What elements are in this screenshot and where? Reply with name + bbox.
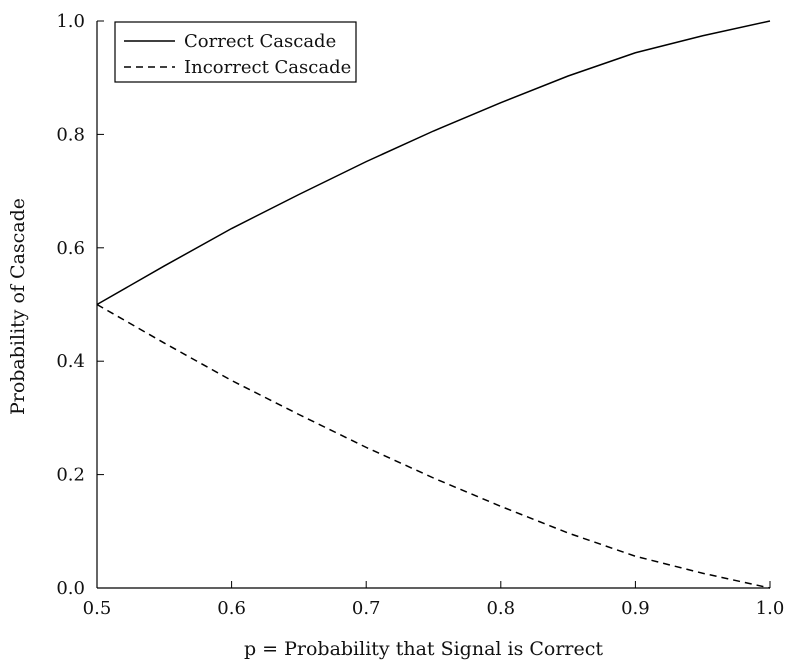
series-line-incorrect-cascade — [96, 303, 771, 589]
y-tick-label: 0.4 — [56, 351, 85, 372]
legend-box — [114, 21, 357, 83]
x-tick-label: 0.9 — [621, 598, 650, 619]
y-tick-label: 1.0 — [56, 11, 85, 32]
y-tick-label: 0.2 — [56, 465, 85, 486]
x-tick-label: 1.0 — [756, 598, 785, 619]
series-layer — [96, 20, 771, 589]
x-tick-label: 0.6 — [217, 598, 246, 619]
x-tick-label: 0.7 — [352, 598, 381, 619]
legend: Correct Cascade Incorrect Cascade — [114, 21, 357, 83]
x-axis-title: p = Probability that Signal is Correct — [244, 638, 603, 660]
axes: 0.5 0.6 0.7 0.8 0.9 1.0 0.0 0.2 0.4 0.6 0.8 1.0 — [56, 11, 784, 619]
x-tick-label: 0.8 — [486, 598, 515, 619]
x-tick-label: 0.5 — [83, 598, 112, 619]
series-line-correct-cascade — [96, 20, 771, 306]
legend-label: Incorrect Cascade — [184, 57, 351, 78]
y-tick-label: 0.8 — [56, 124, 85, 145]
legend-label: Correct Cascade — [184, 31, 336, 52]
y-axis-title: Probability of Cascade — [7, 198, 29, 415]
y-tick-label: 0.6 — [56, 238, 85, 259]
y-tick-label: 0.0 — [56, 578, 85, 599]
